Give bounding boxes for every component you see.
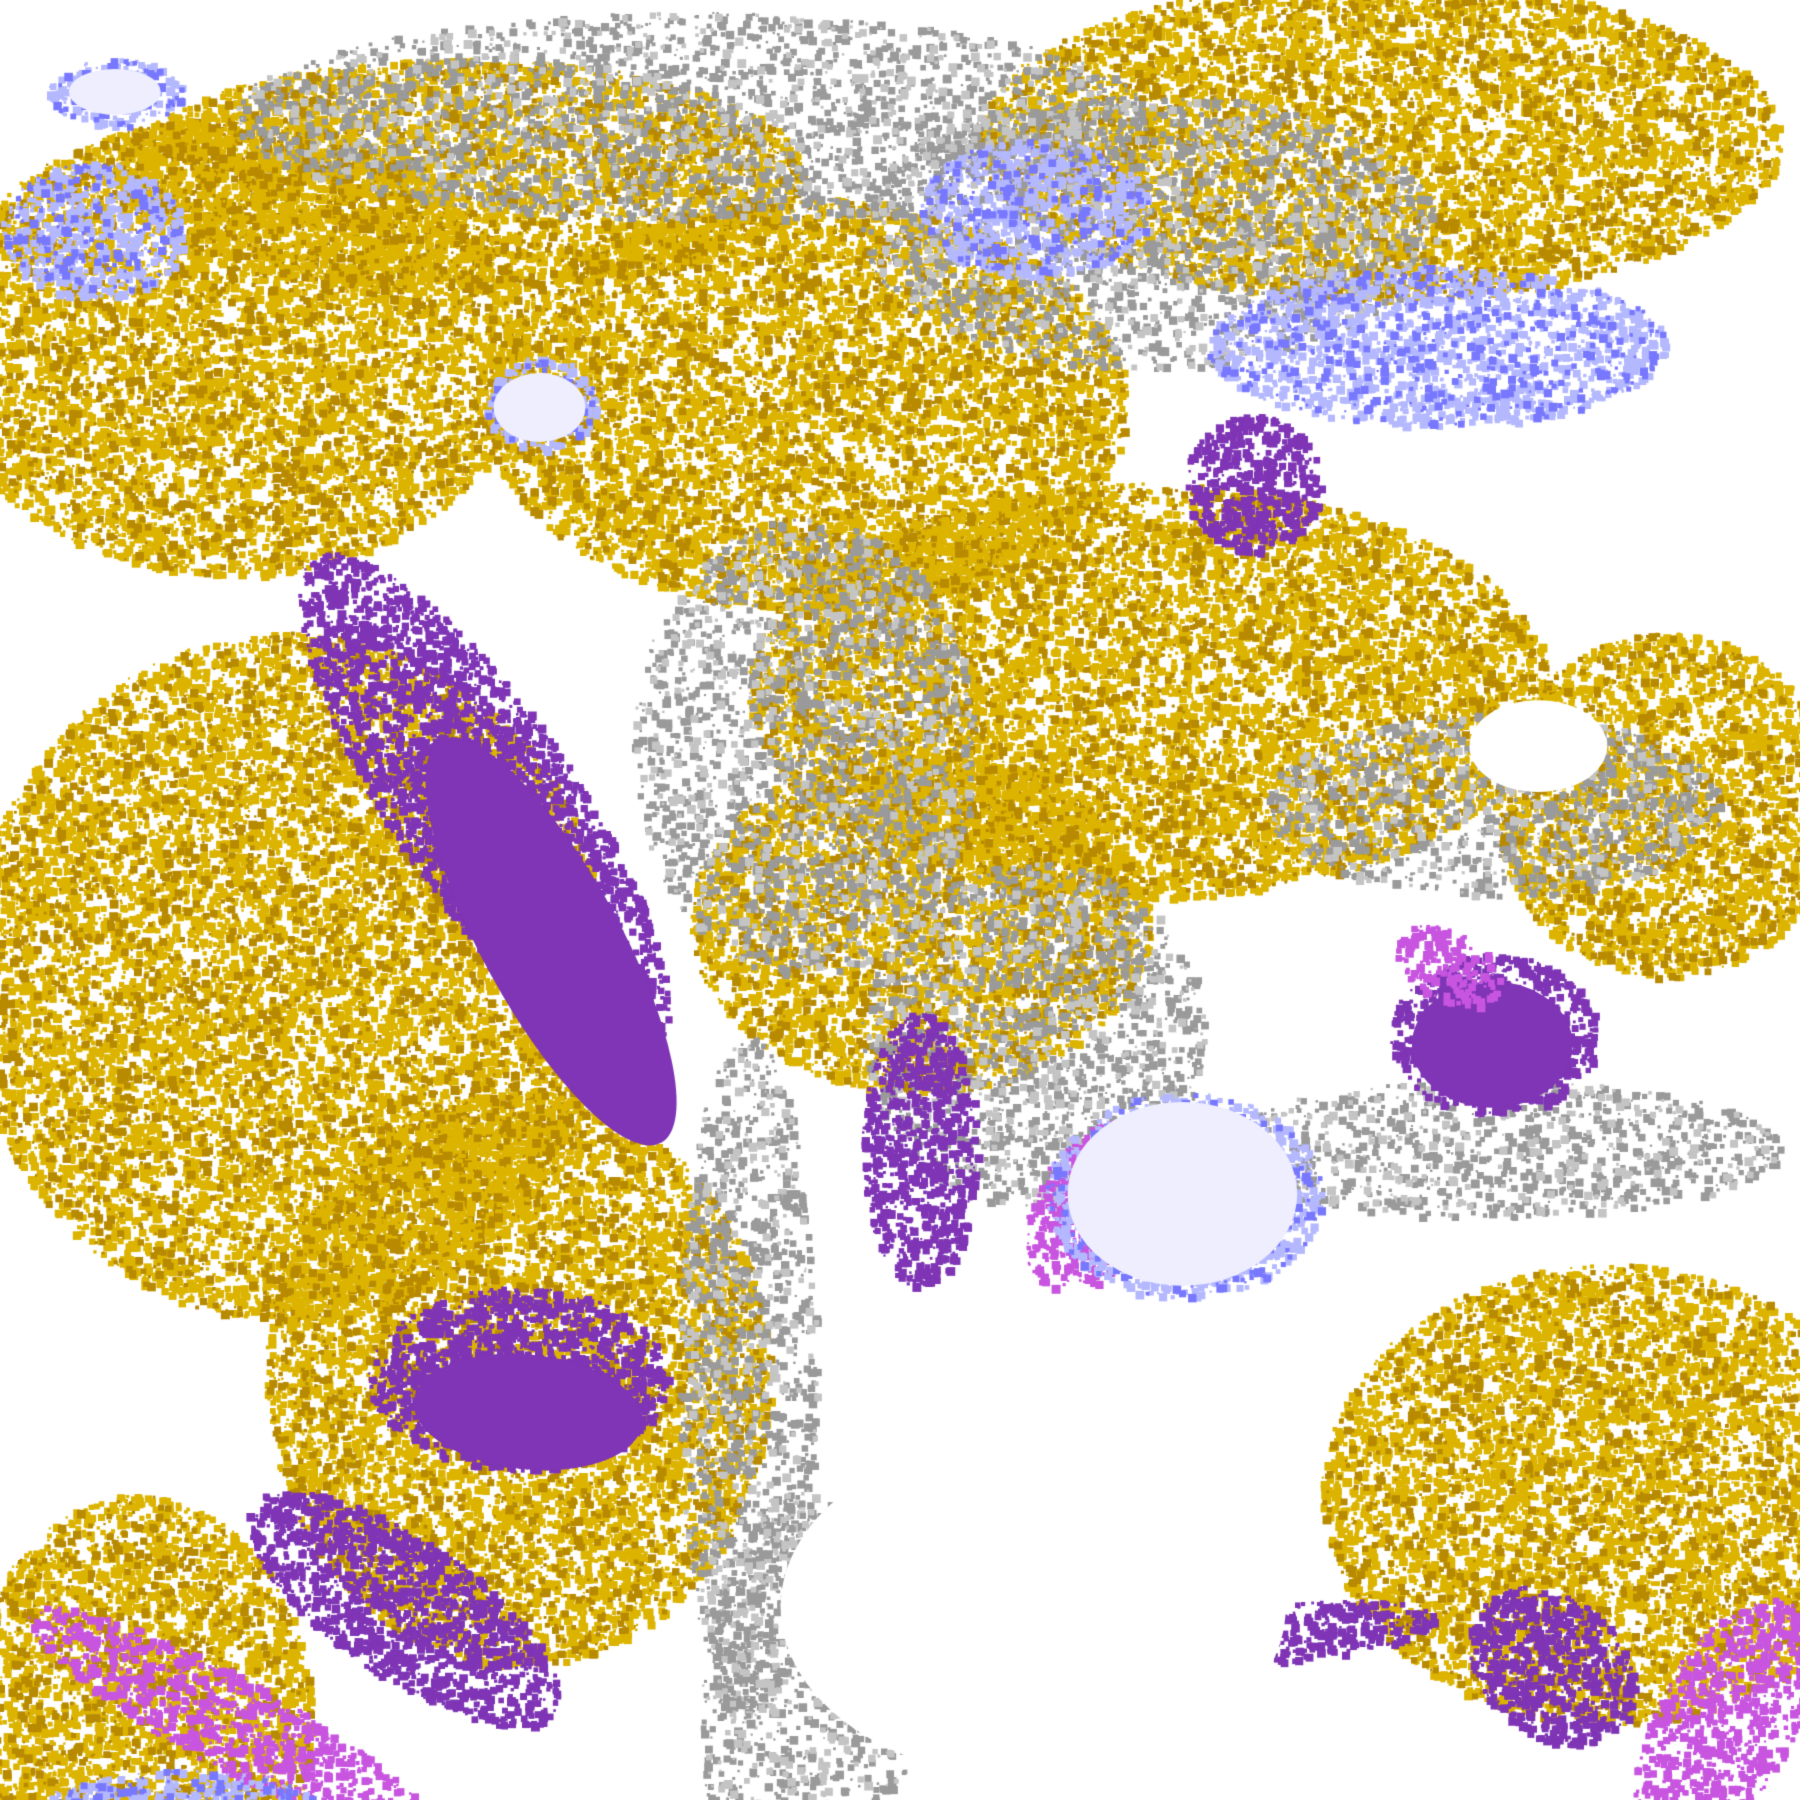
satellite-map <box>0 0 1800 1800</box>
cloud-classification-image <box>0 0 1800 1800</box>
